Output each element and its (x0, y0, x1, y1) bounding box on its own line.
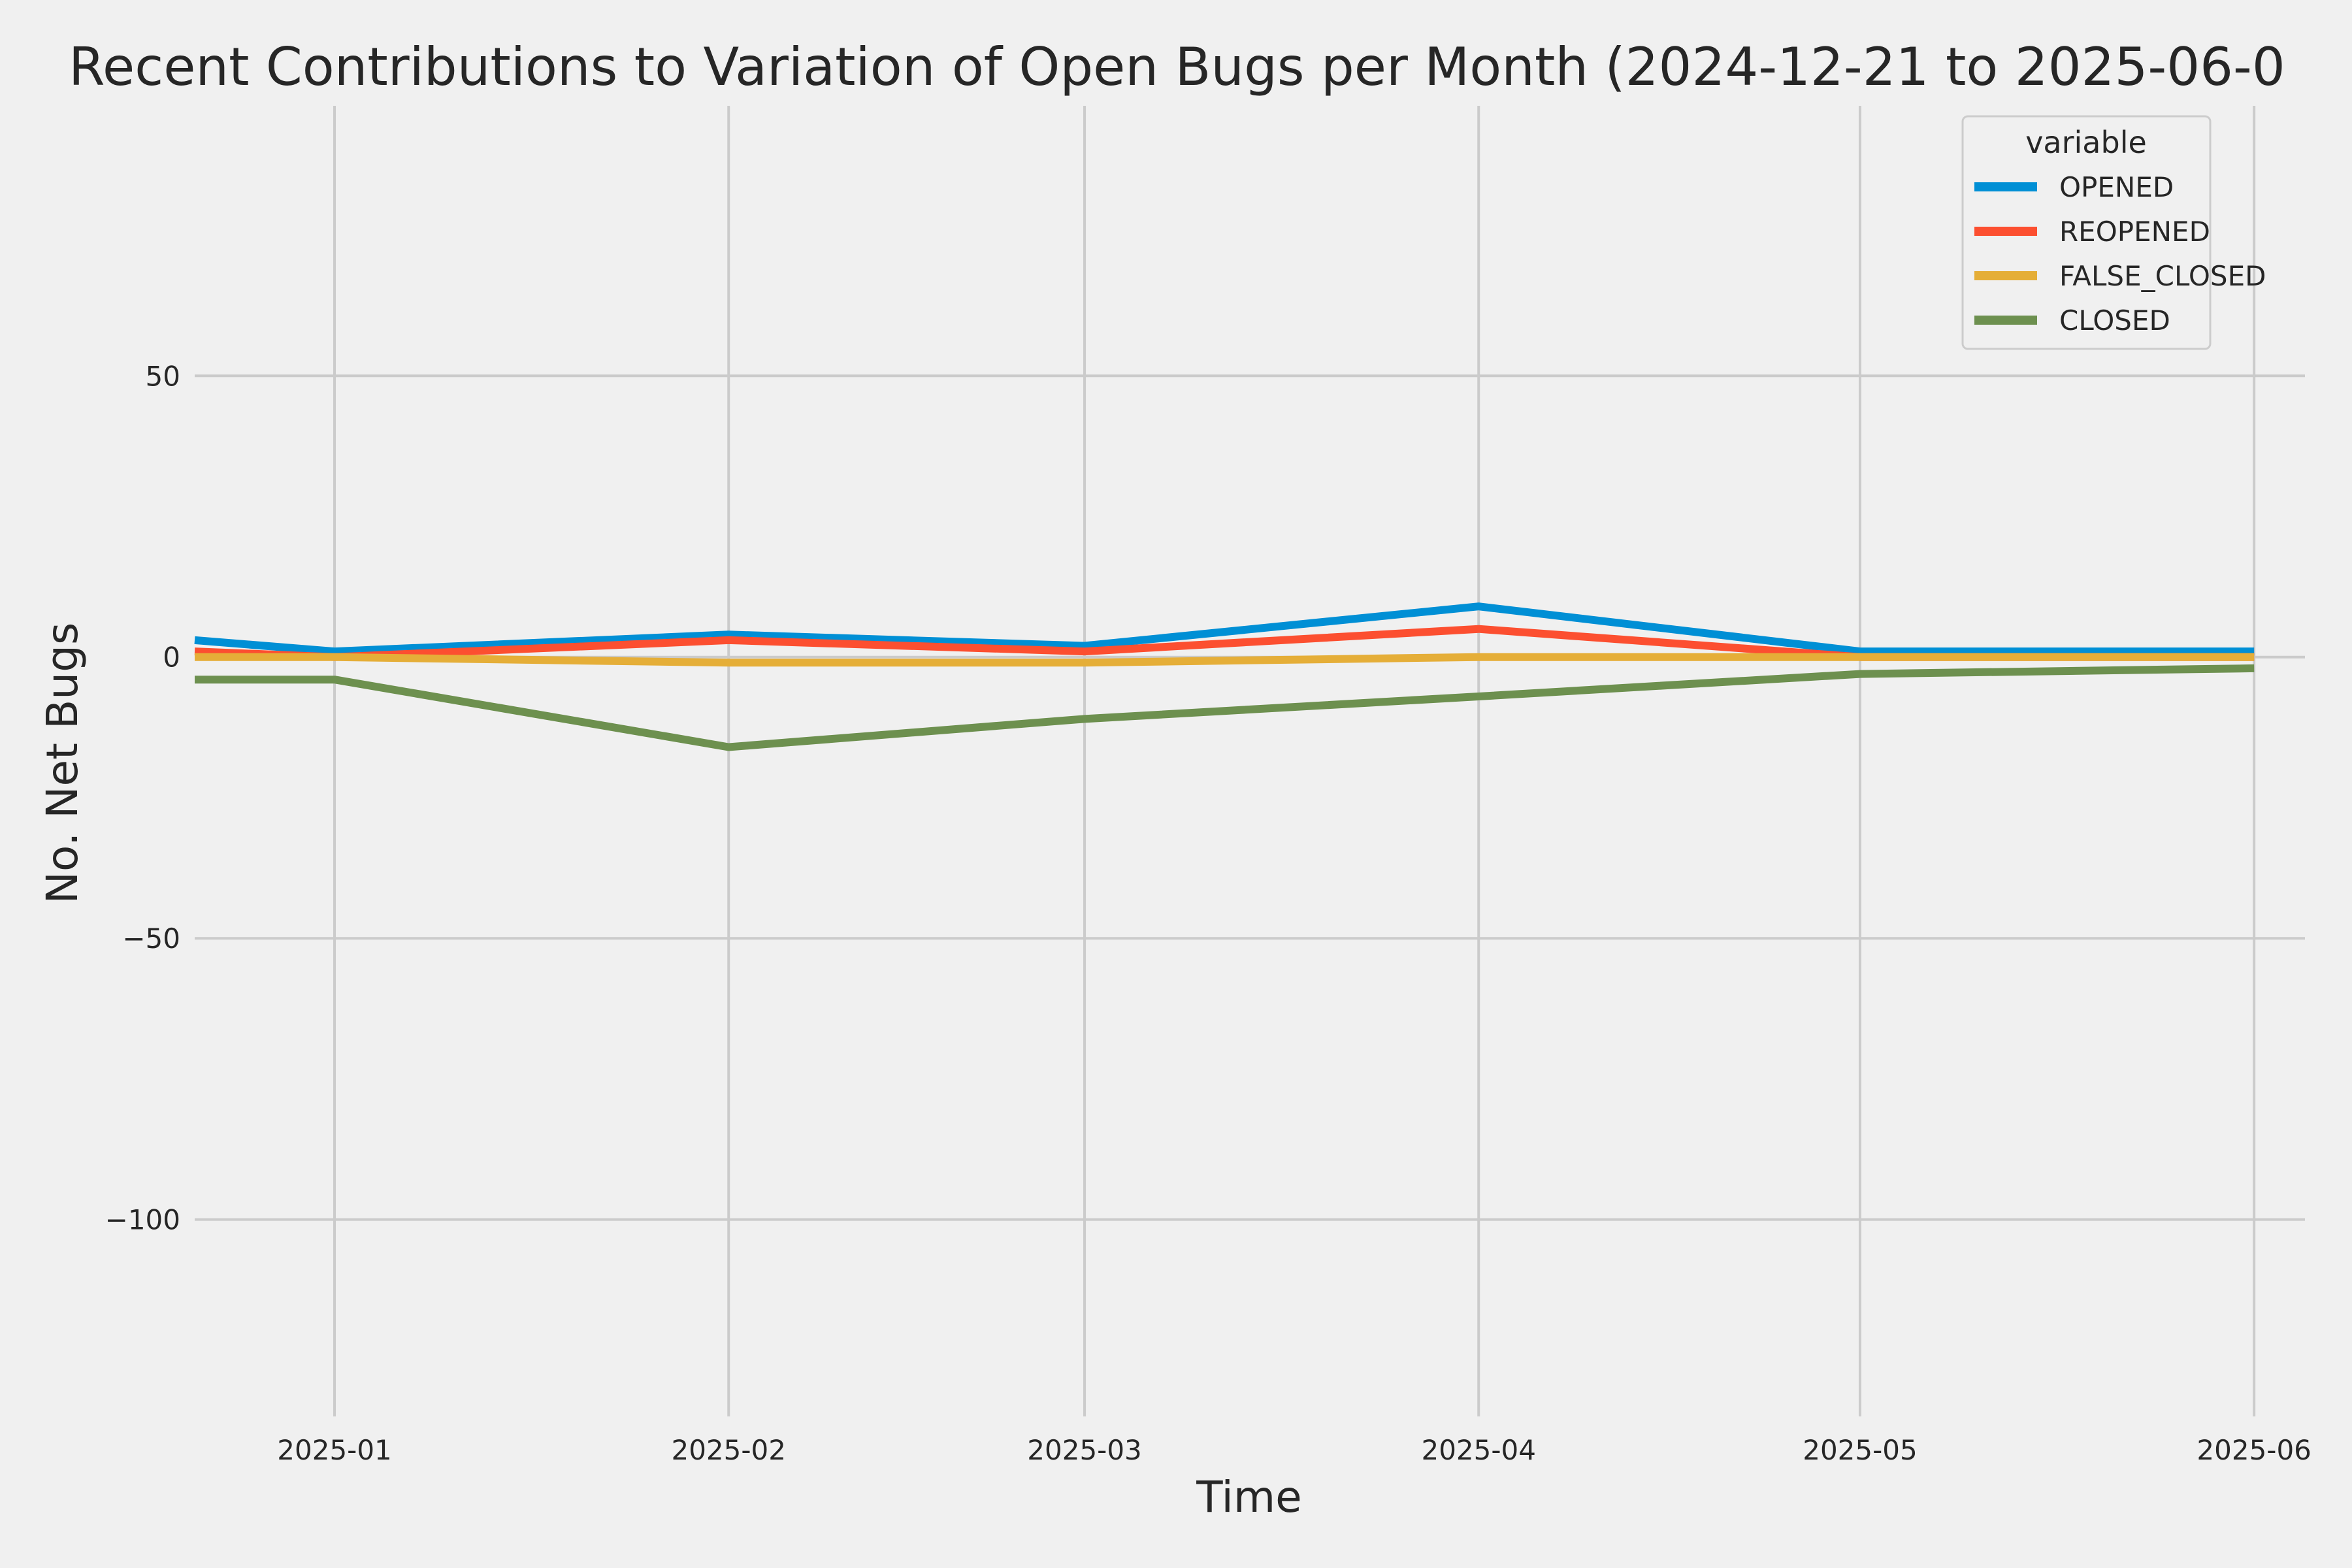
x-tick-label: 2025-01 (277, 1434, 392, 1466)
x-axis-label: Time (1196, 1472, 1302, 1522)
tick-labels: 50 0 −50 −100 2025-01 2025-02 2025-03 2025-04 20… (105, 360, 2311, 1466)
x-tick-label: 2025-03 (1027, 1434, 1142, 1466)
legend-label: REOPENED (2059, 216, 2210, 248)
legend-label: FALSE_CLOSED (2059, 260, 2266, 292)
x-tick-label: 2025-05 (1803, 1434, 1918, 1466)
x-tick-label: 2025-02 (671, 1434, 786, 1466)
legend-title: variable (2025, 125, 2147, 160)
chart-title: Recent Contributions to Variation of Ope… (69, 37, 2285, 97)
y-axis-label: No. Net Bugs (37, 623, 88, 904)
legend-items: OPENED REOPENED FALSE_CLOSED CLOSED (1974, 171, 2266, 336)
legend: variable OPENED REOPENED FALSE_CLOSED CLOSE… (1961, 115, 2266, 350)
series-line-closed (195, 664, 2255, 751)
y-tick-label: 50 (146, 360, 180, 392)
series-line-opened (194, 602, 2255, 656)
legend-box (1961, 115, 2212, 350)
series-line-false-closed (195, 653, 2255, 667)
y-tick-label: −50 (122, 923, 180, 955)
x-tick-label: 2025-06 (2197, 1434, 2311, 1466)
legend-label: CLOSED (2059, 304, 2170, 336)
x-tick-label: 2025-04 (1421, 1434, 1536, 1466)
y-tick-label: 0 (163, 642, 180, 674)
y-tick-label: −100 (105, 1204, 180, 1236)
series-lines (194, 602, 2255, 751)
legend-label: OPENED (2059, 171, 2174, 203)
